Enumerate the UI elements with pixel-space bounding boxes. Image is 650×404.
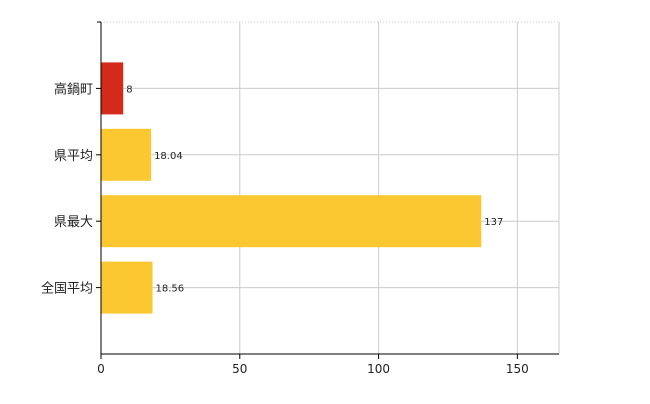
bar <box>101 128 152 181</box>
axes <box>96 21 559 359</box>
category-label: 県平均 <box>54 149 93 164</box>
bar <box>101 261 153 314</box>
category-label: 全国平均 <box>41 281 93 297</box>
x-tick-label: 150 <box>506 362 529 376</box>
data-label: 137 <box>484 217 503 228</box>
data-label: 18.56 <box>156 284 185 295</box>
bars <box>101 62 482 314</box>
x-tick-label: 0 <box>97 362 105 376</box>
x-tick-label: 100 <box>367 362 390 376</box>
bar <box>101 195 482 248</box>
gridlines <box>101 21 560 354</box>
category-label: 県最大 <box>54 215 93 230</box>
bar <box>101 62 124 115</box>
data-label: 18.04 <box>154 151 183 162</box>
category-label: 高鍋町 <box>54 81 93 97</box>
x-tick-label: 50 <box>232 362 247 376</box>
data-label: 8 <box>126 84 132 95</box>
